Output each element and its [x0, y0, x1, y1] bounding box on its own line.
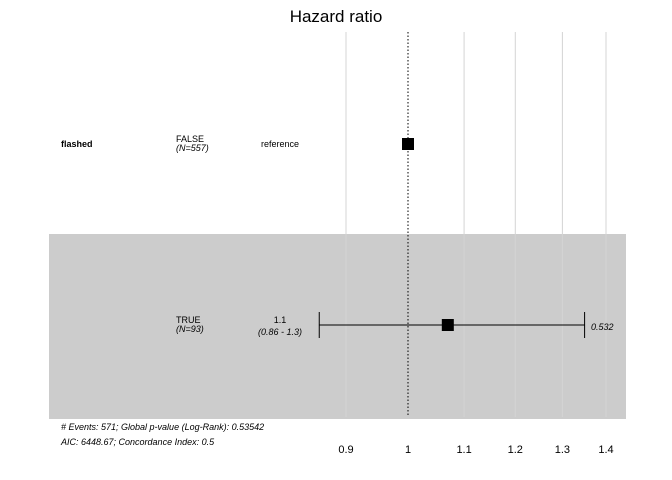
x-tick-label-1: 1: [405, 444, 411, 456]
estimate-label-1: 1.1: [274, 315, 287, 325]
chart-title: Hazard ratio: [290, 7, 383, 26]
x-tick-label-5: 1.4: [598, 444, 613, 456]
n-label-0: (N=557): [176, 143, 209, 153]
x-tick-label-0: 0.9: [338, 444, 353, 456]
x-tick-label-4: 1.3: [555, 444, 570, 456]
x-tick-label-3: 1.2: [508, 444, 523, 456]
estimate-point-1: [441, 319, 454, 331]
footnote-line-1: # Events: 571; Global p-value (Log-Rank)…: [61, 422, 264, 432]
level-label-1: TRUE: [176, 315, 201, 325]
estimate-point-0: [402, 138, 414, 150]
ci-label-1: (0.86 - 1.3): [258, 327, 302, 337]
footnote-line-2: AIC: 6448.67; Concordance Index: 0.5: [60, 437, 215, 447]
p-value-label-1: 0.532: [591, 322, 614, 332]
x-tick-label-2: 1.1: [456, 444, 471, 456]
level-label-0: FALSE: [176, 134, 204, 144]
estimate-label-0: reference: [261, 139, 299, 149]
variable-label: flashed: [61, 139, 93, 149]
row-band-1: [49, 234, 626, 419]
n-label-1: (N=93): [176, 324, 204, 334]
